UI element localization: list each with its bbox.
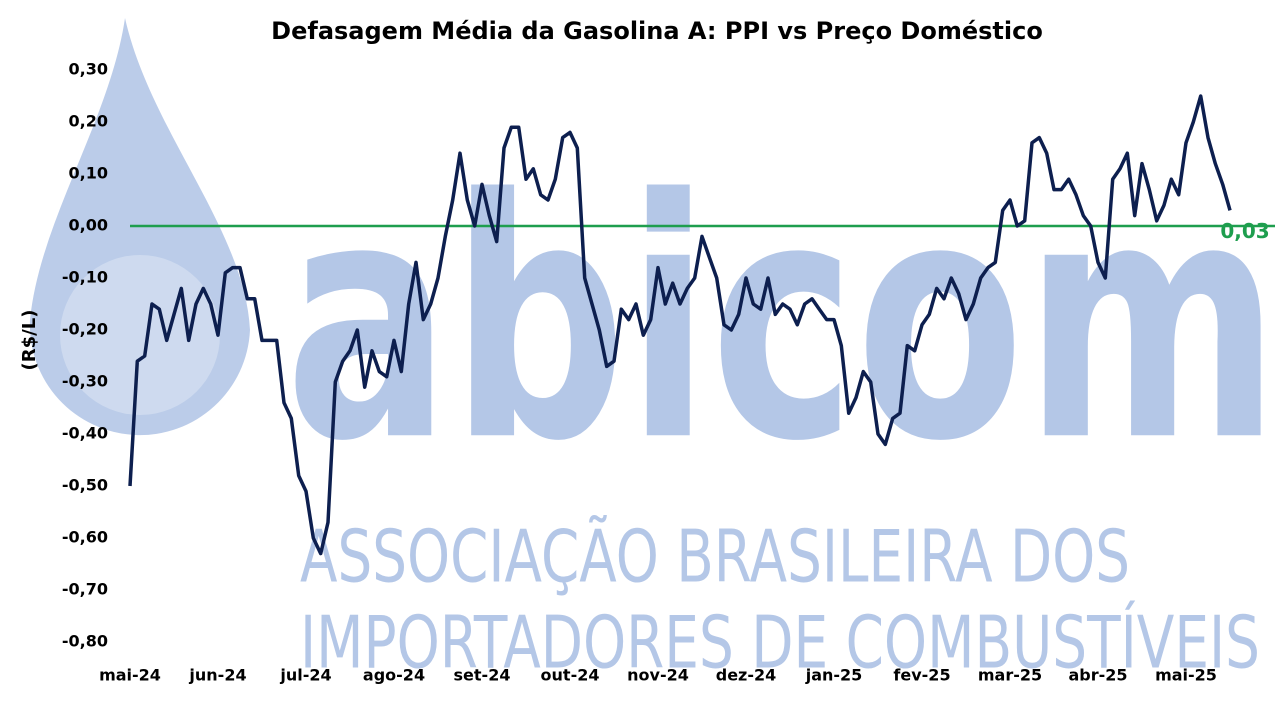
x-tick-label: jan-25	[805, 666, 863, 685]
y-tick-label: -0,80	[62, 632, 108, 651]
y-tick-label: -0,20	[62, 320, 108, 339]
y-tick-label: -0,40	[62, 424, 108, 443]
x-tick-label: dez-24	[716, 666, 777, 685]
y-tick-label: 0,10	[69, 164, 108, 183]
line-series	[128, 94, 1232, 556]
x-tick-label: fev-25	[893, 666, 950, 685]
x-tick-label: nov-24	[627, 666, 689, 685]
y-tick-label: -0,70	[62, 580, 108, 599]
x-tick-label: mai-24	[99, 666, 161, 685]
watermark-logo: abicom	[285, 129, 1280, 513]
x-tick-label: jul-24	[279, 666, 331, 685]
x-tick-label: out-24	[541, 666, 600, 685]
end-value-label: 0,03	[1220, 219, 1269, 243]
y-tick-label: -0,10	[62, 268, 108, 287]
y-tick-label: 0,20	[69, 112, 108, 131]
y-axis-label: (R$/L)	[19, 310, 40, 371]
y-tick-label: -0,50	[62, 476, 108, 495]
y-tick-label: -0,30	[62, 372, 108, 391]
x-tick-label: jun-24	[188, 666, 246, 685]
watermark-text: ASSOCIAÇÃO BRASILEIRA DOS	[300, 515, 1130, 599]
watermark-text: IMPORTADORES DE COMBUSTÍVEIS	[300, 601, 1260, 685]
y-tick-label: -0,60	[62, 528, 108, 547]
x-tick-label: mar-25	[978, 666, 1042, 685]
x-tick-label: abr-25	[1068, 666, 1127, 685]
x-tick-label: mai-25	[1155, 666, 1217, 685]
y-tick-label: 0,30	[69, 60, 108, 79]
x-tick-label: set-24	[454, 666, 511, 685]
chart-title: Defasagem Média da Gasolina A: PPI vs Pr…	[271, 17, 1043, 45]
x-tick-label: ago-24	[363, 666, 425, 685]
y-tick-label: 0,00	[69, 216, 108, 235]
